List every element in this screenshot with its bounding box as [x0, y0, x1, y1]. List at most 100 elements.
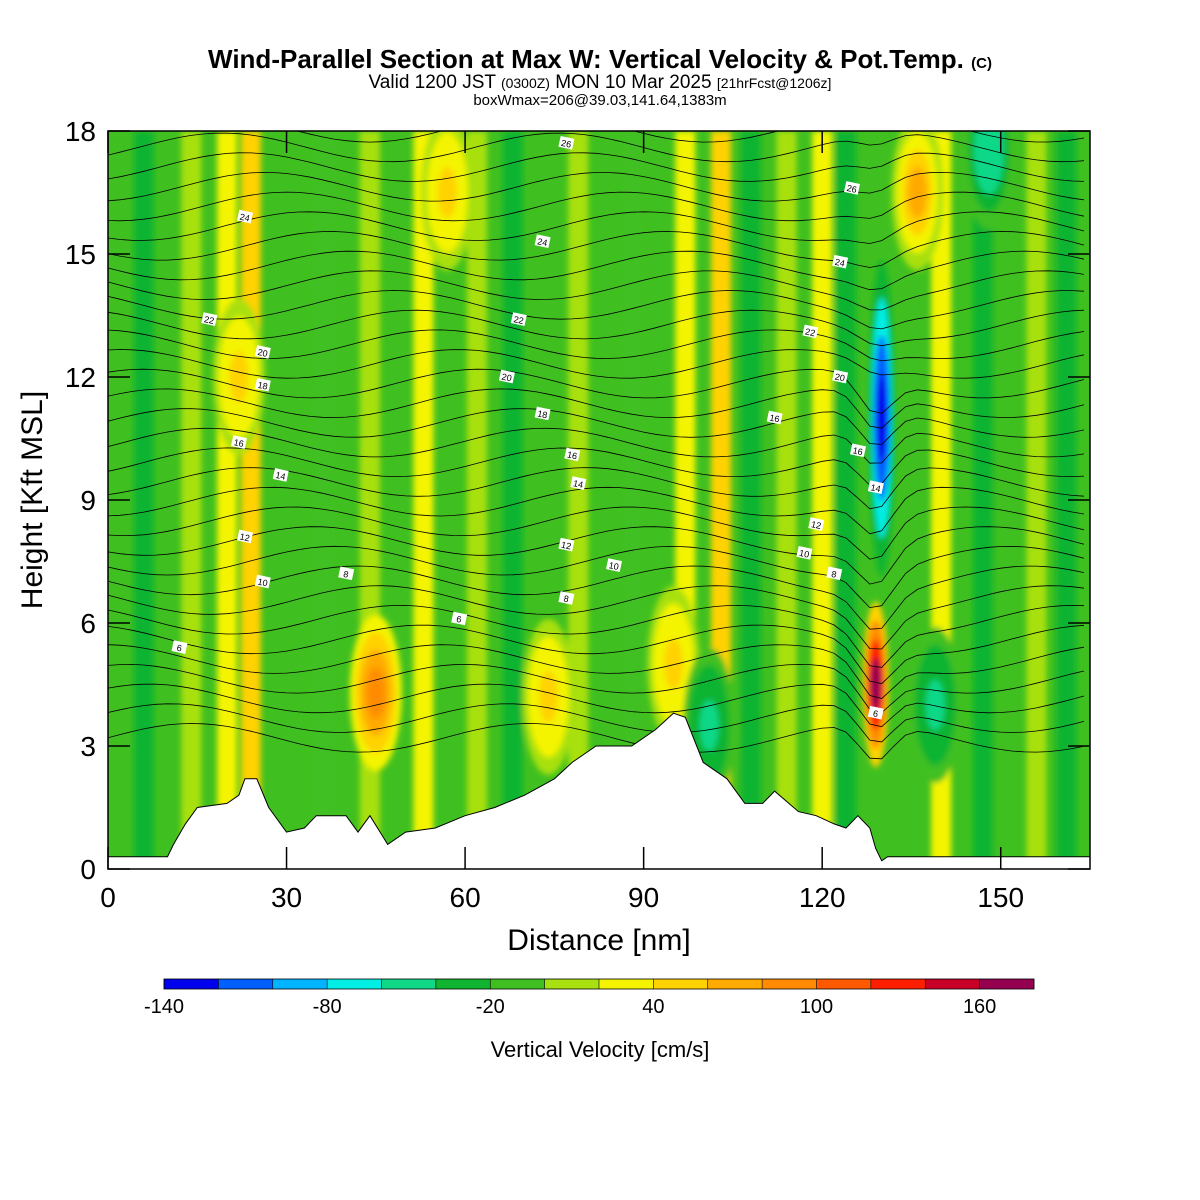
velocity-cell: [437, 167, 457, 218]
contour-label-text: 10: [608, 560, 620, 572]
y-tick-label: 9: [80, 485, 96, 516]
contour-label-bg: [254, 345, 271, 359]
colorbar-swatch: [327, 979, 382, 989]
contour-label: 24: [534, 234, 551, 248]
colorbar: -140 -80 -20 40 100 160 Vertical Velocity [cm/…: [144, 978, 1035, 1062]
y-tick-label: 12: [65, 362, 96, 393]
colorbar-swatch: [435, 979, 491, 989]
contour-label-text: 18: [257, 380, 269, 392]
valid-time: Valid 1200 JST: [368, 72, 496, 93]
theta-contour: [108, 663, 1085, 713]
contour-label-text: 14: [572, 478, 584, 490]
contour-label-bg: [254, 574, 271, 589]
colorbar-swatch: [164, 979, 219, 989]
theta-contour: [108, 408, 1085, 445]
contour-label-text: 18: [536, 408, 548, 420]
theta-contour: [108, 723, 1085, 760]
contour-label-bg: [237, 529, 253, 544]
contour-label: 10: [796, 545, 813, 560]
contour-label: 26: [558, 135, 575, 150]
contour-label-text: 26: [846, 183, 858, 195]
colorbar-swatch: [816, 979, 871, 989]
x-axis-label: Distance [nm]: [507, 924, 690, 957]
contour-label: 18: [534, 406, 551, 421]
contour-label-bg: [850, 443, 866, 458]
x-tick-label: 120: [799, 882, 846, 913]
contour-label: 22: [802, 324, 819, 338]
contour-label-bg: [237, 209, 253, 224]
contour-label-text: 24: [239, 212, 251, 224]
contour-label-text: 20: [257, 347, 269, 359]
theta-contour: [108, 683, 1085, 728]
theta-contour: [108, 368, 1085, 414]
colorbar-swatch: [870, 979, 926, 989]
velocity-streak: [776, 131, 797, 869]
contour-label-text: 16: [769, 413, 781, 425]
y-tick-label: 18: [65, 116, 96, 147]
contour-label-text: 26: [560, 138, 572, 150]
contour-label-bg: [558, 135, 575, 150]
colorbar-swatch: [272, 979, 328, 989]
theta-contour: [108, 565, 1085, 630]
contour-label-text: 20: [501, 372, 513, 384]
velocity-streak: [217, 131, 238, 869]
contour-label-bg: [534, 406, 551, 421]
colorbar-tick-label: 160: [963, 996, 996, 1018]
velocity-cell: [925, 679, 945, 731]
contour-label: 24: [237, 209, 253, 224]
contour-label: 20: [832, 369, 849, 383]
velocity-streak: [972, 131, 993, 869]
colorbar-tick-label: 40: [642, 996, 664, 1018]
theta-contour: [108, 526, 1085, 585]
theta-contour: [108, 604, 1085, 668]
contour-label-text: 22: [203, 314, 215, 326]
theta-contour: [108, 624, 1085, 685]
colorbar-swatch: [599, 979, 654, 989]
forecast-run: [21hrFcst@1206z]: [716, 75, 832, 91]
theta-contour: [108, 545, 1085, 609]
velocity-streak: [502, 131, 523, 869]
contour-label: 24: [832, 254, 849, 269]
contour-label-text: 16: [852, 445, 864, 457]
colorbar-tick-label: -80: [313, 996, 342, 1018]
potential-temperature-contours: [108, 131, 1085, 760]
contour-label-bg: [558, 591, 575, 605]
contour-label-text: 14: [870, 482, 882, 494]
velocity-streak: [133, 131, 154, 869]
contour-label-text: 6: [176, 643, 183, 654]
contour-label: 12: [558, 537, 575, 552]
theta-contour: [108, 585, 1085, 650]
x-tick-label: 30: [271, 882, 302, 913]
theta-contour: [108, 191, 1085, 222]
chart-subtitle-box-wmax: boxWmax=206@39.03,141.64,1383m: [473, 92, 727, 109]
contour-label-text: 8: [343, 569, 350, 580]
contour-label-text: 10: [257, 577, 269, 589]
contour-label-text: 12: [239, 531, 251, 543]
colorbar-swatch: [381, 979, 436, 989]
theta-contour: [108, 644, 1085, 699]
theta-contour: [108, 486, 1085, 535]
chart-title-main: Wind-Parallel Section at Max W: Vertical…: [208, 44, 964, 74]
velocity-streak: [835, 131, 856, 869]
contour-label: 10: [254, 574, 271, 589]
x-tick-label: 60: [450, 882, 481, 913]
theta-contour: [108, 467, 1085, 510]
colorbar-swatch: [544, 979, 599, 989]
theta-contour: [108, 349, 1085, 379]
y-tick-label: 0: [80, 854, 96, 885]
contour-label-text: 16: [233, 437, 245, 449]
velocity-streak: [621, 131, 642, 869]
colorbar-swatch: [762, 979, 817, 989]
velocity-cell: [366, 667, 386, 719]
contour-label-bg: [451, 611, 468, 626]
contour-label: 6: [451, 611, 468, 626]
contour-labels: 26 26 24 24 24 22 22 22 20 20 20 18 18 16 16 16 16 14 14 14…: [171, 135, 884, 720]
velocity-cell: [699, 700, 719, 751]
contour-label: 20: [498, 369, 515, 384]
contour-label: 20: [254, 345, 271, 359]
chart-title: Wind-Parallel Section at Max W: Vertical…: [0, 44, 1200, 75]
velocity-streak: [740, 131, 761, 869]
theta-contour: [108, 329, 1085, 362]
velocity-streak: [181, 131, 202, 869]
